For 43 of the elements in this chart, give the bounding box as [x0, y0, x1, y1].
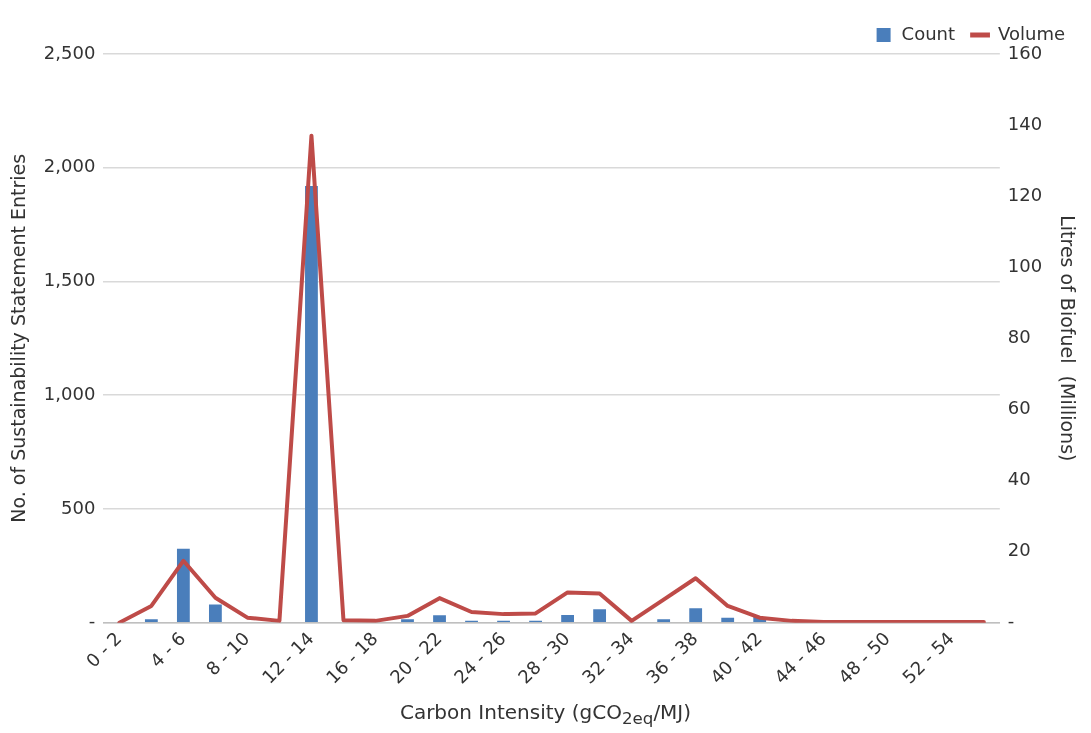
y-tick-label: 2,500 [43, 41, 96, 63]
x-tick-label: 24 - 26 [449, 627, 510, 688]
y2-tick-label: 20 [1007, 539, 1031, 561]
y-tick-label: 500 [60, 496, 96, 518]
x-tick-label: 20 - 22 [385, 627, 446, 688]
x-tick-label: 44 - 46 [769, 627, 830, 688]
y2-tick-label: 160 [1007, 41, 1043, 63]
x-tick-label: 40 - 42 [705, 627, 766, 688]
y2-tick-label: 80 [1007, 326, 1031, 347]
y2-tick-label: - [1007, 610, 1015, 632]
y-axis-title: No. of Sustainability Statement Entries [7, 153, 30, 523]
bar [176, 548, 190, 622]
y-tick-label: 1,500 [43, 269, 96, 291]
y2-tick-label: 140 [1007, 112, 1043, 134]
y2-tick-label: 60 [1007, 397, 1031, 419]
y2-tick-label: 120 [1007, 183, 1043, 205]
y-tick-label: 2,000 [43, 155, 96, 177]
x-tick-label: 8 - 10 [201, 627, 254, 680]
bar [561, 614, 574, 622]
x-tick-label: 28 - 30 [513, 627, 574, 688]
bar [657, 619, 671, 622]
x-tick-label: 48 - 50 [833, 627, 894, 688]
bar [144, 619, 158, 622]
y2-tick-label: 100 [1007, 254, 1043, 276]
legend-label: Count [901, 22, 956, 44]
bar [305, 185, 318, 622]
bar [208, 604, 222, 622]
y-tick-label: 1,000 [43, 382, 96, 404]
bar [689, 608, 703, 622]
x-tick-label: 52 - 54 [898, 627, 958, 688]
y2-tick-label: 40 [1007, 468, 1031, 490]
x-tick-label: 4 - 6 [145, 627, 190, 672]
legend-label: Volume [998, 22, 1066, 44]
bar [401, 619, 414, 622]
bar [721, 617, 735, 622]
x-axis-title: Carbon Intensity (gCO$_{2eq}$/MJ) [398, 700, 693, 728]
y2-axis-title: Litres of Biofuel (Millions) [1056, 215, 1079, 462]
x-tick-label: 32 - 34 [577, 627, 638, 688]
x-tick-label: 36 - 38 [641, 627, 702, 688]
x-tick-label: 12 - 14 [257, 627, 318, 688]
bar [593, 609, 607, 622]
bar [433, 615, 446, 622]
x-tick-label: 16 - 18 [321, 627, 382, 688]
